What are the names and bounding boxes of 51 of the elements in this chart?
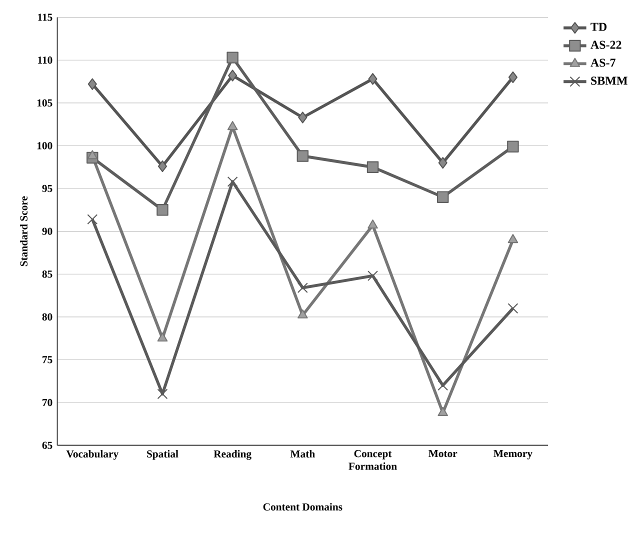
point	[508, 234, 518, 244]
x-tick-label: Math	[290, 450, 315, 458]
point	[436, 191, 449, 204]
y-tick-label: 110	[38, 56, 52, 64]
point	[507, 140, 519, 153]
x-axis-title: Content Domains	[263, 503, 342, 511]
y-tick-label: 80	[42, 314, 52, 321]
point	[298, 112, 308, 124]
point	[88, 78, 97, 90]
point	[156, 204, 168, 216]
point	[296, 150, 309, 162]
y-tick-label: 75	[42, 356, 52, 364]
y-tick-label: 100	[37, 142, 52, 150]
point	[227, 121, 238, 130]
point	[228, 70, 238, 82]
point	[438, 157, 448, 169]
legend-label: TD	[590, 23, 607, 31]
point	[157, 388, 168, 400]
y-tick-label: 85	[42, 270, 52, 278]
point	[297, 282, 308, 294]
point	[157, 332, 168, 342]
point	[368, 73, 378, 85]
y-tick-label: 90	[42, 228, 52, 236]
x-tick-label: Concept Formation	[348, 450, 397, 470]
x-tick-label: Motor	[428, 450, 458, 458]
x-tick-label: Vocabulary	[66, 450, 118, 460]
point	[158, 160, 168, 172]
point	[368, 270, 378, 282]
point	[508, 72, 518, 84]
x-tick-label: Memory	[494, 450, 532, 460]
point	[438, 380, 448, 391]
point	[508, 303, 518, 314]
y-tick-label: 65	[42, 442, 52, 450]
legend-label: SBMM	[591, 76, 628, 85]
legend-label: AS-22	[590, 40, 622, 50]
y-tick-label: 95	[42, 185, 52, 192]
point	[227, 176, 238, 188]
y-tick-label: 115	[38, 14, 52, 22]
y-tick-label: 70	[42, 399, 52, 406]
point	[226, 52, 238, 64]
point	[87, 214, 98, 225]
legend-label: AS-7	[590, 58, 616, 67]
point	[87, 150, 98, 160]
point	[438, 407, 448, 416]
point	[366, 161, 379, 174]
x-tick-label: Spatial	[147, 450, 178, 460]
x-tick-label: Reading	[214, 450, 252, 460]
point	[298, 310, 308, 319]
y-axis-title: Standard Score	[20, 196, 28, 266]
y-tick-label: 105	[37, 100, 52, 107]
point	[368, 220, 378, 229]
